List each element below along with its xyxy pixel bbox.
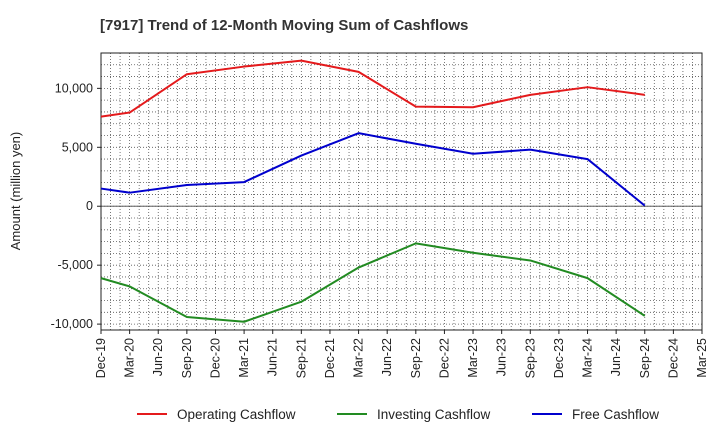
legend-label: Investing Cashflow <box>377 407 491 422</box>
series-line-investing-cashflow <box>100 242 646 323</box>
x-tick-label: Sep-24 <box>638 338 652 378</box>
x-tick-label: Jun-23 <box>495 338 509 376</box>
plot-background <box>101 53 702 330</box>
x-tick-label: Sep-21 <box>294 338 308 378</box>
x-tick-label: Sep-23 <box>523 338 537 378</box>
x-tick-label: Dec-21 <box>323 338 337 378</box>
x-tick-label: Jun-21 <box>266 338 280 376</box>
x-tick-label: Sep-20 <box>180 338 194 378</box>
y-axis-label: Amount (million yen) <box>8 132 23 251</box>
x-tick-label: Dec-23 <box>552 338 566 378</box>
x-tick-label: Mar-21 <box>237 338 251 378</box>
x-tick-label: Mar-23 <box>466 338 480 378</box>
x-tick-label: Dec-24 <box>666 338 680 378</box>
x-tick-label: Mar-24 <box>581 338 595 378</box>
x-tick-label: Mar-25 <box>695 338 709 378</box>
plot-border <box>100 52 703 331</box>
x-tick-label: Dec-19 <box>94 338 108 378</box>
legend-label: Operating Cashflow <box>177 407 296 422</box>
x-tick-label: Jun-24 <box>609 338 623 376</box>
y-tick-label: 10,000 <box>55 81 93 95</box>
chart-title: [7917] Trend of 12-Month Moving Sum of C… <box>100 17 468 34</box>
legend-label: Free Cashflow <box>572 407 659 422</box>
legend: Operating Cashflow Investing Cashflow Free… <box>137 407 659 422</box>
series-line-free-cashflow <box>100 132 646 207</box>
x-tick-label: Dec-20 <box>208 338 222 378</box>
x-tick-label: Jun-20 <box>151 338 165 376</box>
x-tick-label: Sep-22 <box>409 338 423 378</box>
x-tick-label: Dec-22 <box>437 338 451 378</box>
x-tick-label: Mar-22 <box>352 338 366 378</box>
y-tick-label: 0 <box>86 199 93 213</box>
x-tick-label: Mar-20 <box>123 338 137 378</box>
y-tick-label: -10,000 <box>51 317 93 331</box>
series-line-operating-cashflow <box>100 59 645 118</box>
x-tick-label: Jun-22 <box>380 338 394 376</box>
y-tick-label: -5,000 <box>58 258 93 272</box>
y-tick-label: 5,000 <box>62 140 93 154</box>
